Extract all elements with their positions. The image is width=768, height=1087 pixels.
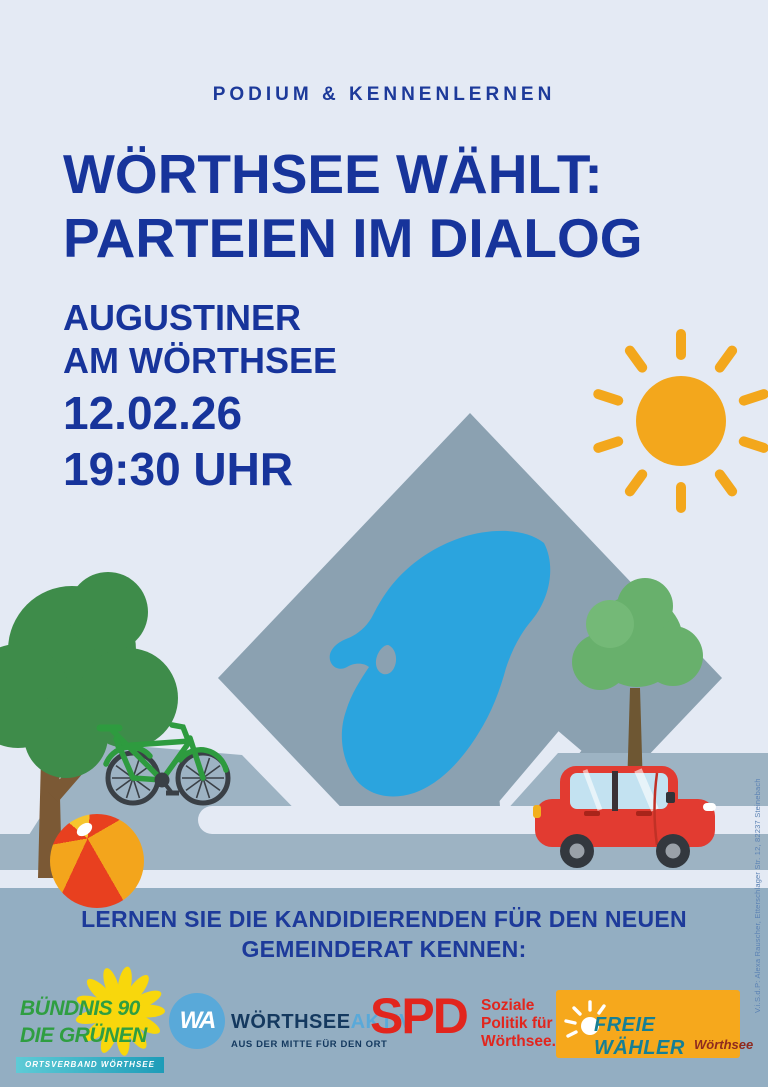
lake-icon	[329, 530, 551, 797]
spd-tagline-1: Soziale	[481, 997, 535, 1014]
tree-icon-left	[0, 572, 178, 878]
spd-tagline-3: Wörthsee.	[481, 1033, 556, 1050]
bicycle-icon	[96, 722, 231, 806]
gruene-line-2: DIE GRÜNEN	[20, 1024, 147, 1047]
fw-name: FREIE WÄHLER	[594, 1014, 685, 1059]
venue-text: AUGUSTINER AM WÖRTHSEE	[63, 296, 337, 382]
kicker-text: PODIUM & KENNENLERNEN	[212, 84, 556, 105]
sun-icon	[593, 329, 768, 513]
venue-line-1: AUGUSTINER	[63, 297, 302, 338]
venue-line-2: AM WÖRTHSEE	[63, 340, 337, 381]
divider-stripe	[0, 870, 768, 888]
cta-line-2: GEMEINDERAT KENNEN:	[241, 936, 527, 962]
sunflower-icon	[75, 966, 165, 1056]
tree-icon-right	[572, 578, 703, 790]
event-date: 12.02.26	[63, 387, 243, 439]
wa-name-accent: AKTIV	[350, 1011, 414, 1033]
title-line-2: PARTEIEN IM DIALOG	[63, 207, 643, 269]
spd-tagline-2: Politik für	[481, 1015, 553, 1032]
wa-monogram: WA	[169, 993, 225, 1049]
wa-tagline: AUS DER MITTE FÜR DEN ORT	[231, 1039, 388, 1050]
car-icon	[533, 766, 716, 868]
event-time: 19:30 UHR	[63, 443, 294, 495]
poster-title: WÖRTHSEE WÄHLT: PARTEIEN IM DIALOG	[63, 142, 643, 270]
gruene-name: BÜNDNIS 90 DIE GRÜNEN	[20, 995, 147, 1049]
fw-box: FREIE WÄHLER	[556, 990, 740, 1059]
party-logos: BÜNDNIS 90 DIE GRÜNEN ORTSVERBAND WÖRTHS…	[0, 966, 768, 1080]
beach-ball-icon	[50, 814, 144, 908]
title-line-1: WÖRTHSEE WÄHLT:	[63, 143, 603, 205]
fw-region: Wörthsee	[694, 1037, 754, 1052]
gruene-banner: ORTSVERBAND WÖRTHSEE	[16, 1057, 164, 1073]
wa-name: WÖRTHSEEAKTIV	[231, 1011, 413, 1034]
cta-line-1: LERNEN SIE DIE KANDIDIERENDEN FÜR DEN NE…	[81, 906, 687, 932]
spd-tagline: Soziale Politik für Wörthsee.	[481, 997, 556, 1051]
gruene-line-1: BÜNDNIS 90	[20, 997, 140, 1020]
footer-cta: LERNEN SIE DIE KANDIDIERENDEN FÜR DEN NE…	[0, 904, 768, 964]
spd-name: SPD	[370, 988, 469, 1044]
fw-sun-icon	[564, 1000, 606, 1038]
wa-name-main: WÖRTHSEE	[231, 1011, 351, 1033]
